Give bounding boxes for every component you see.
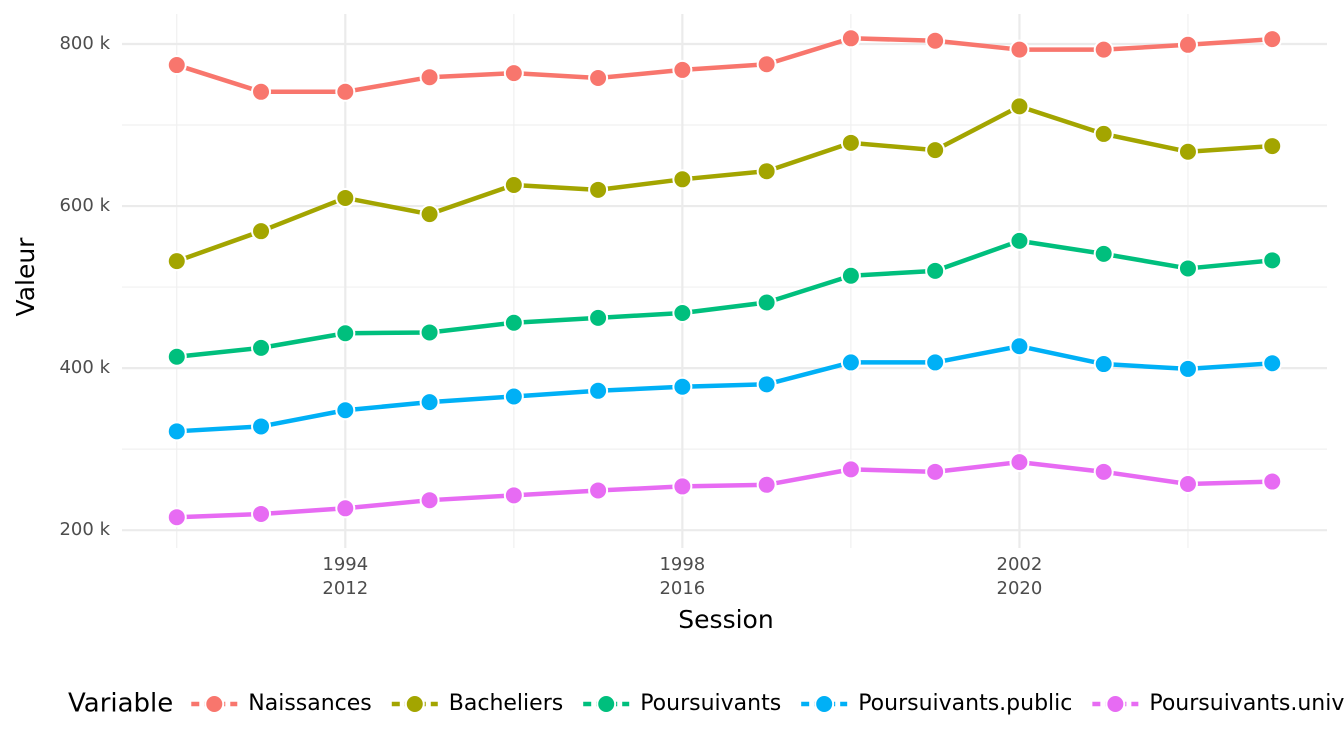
data-point — [756, 161, 777, 182]
legend-title: Variable — [68, 689, 173, 719]
data-point — [1262, 136, 1283, 157]
legend-key-point — [814, 694, 835, 714]
data-point — [166, 55, 187, 76]
data-point — [503, 174, 524, 195]
data-point — [840, 132, 861, 153]
legend-label: Poursuivants.universite — [1149, 691, 1344, 716]
data-point — [1009, 336, 1030, 357]
data-point — [672, 476, 693, 497]
legend-key-point — [596, 694, 617, 714]
data-point — [1177, 141, 1198, 162]
data-point — [419, 322, 440, 343]
data-point — [1177, 34, 1198, 55]
data-point — [1009, 452, 1030, 473]
data-point — [1009, 39, 1030, 60]
y-axis-title: Valeur — [11, 237, 40, 317]
data-point — [672, 303, 693, 324]
data-point — [1177, 258, 1198, 279]
data-point — [1093, 123, 1114, 144]
data-point — [756, 374, 777, 395]
data-point — [503, 63, 524, 84]
data-point — [925, 352, 946, 373]
series-line — [176, 343, 1273, 434]
data-point — [419, 392, 440, 413]
data-point — [925, 140, 946, 161]
data-point — [1009, 96, 1030, 117]
data-point — [251, 221, 272, 242]
data-point — [1262, 353, 1283, 374]
y-tick-label: 200 k — [59, 519, 110, 540]
grid — [122, 14, 1327, 548]
x-tick-label: 2002 2020 — [996, 554, 1043, 599]
data-point — [251, 337, 272, 358]
data-point — [588, 68, 609, 89]
series-line — [176, 36, 1273, 95]
data-point — [840, 459, 861, 480]
data-point — [166, 507, 187, 528]
data-point — [251, 416, 272, 437]
series-line — [176, 238, 1273, 360]
data-point — [1093, 354, 1114, 375]
data-point — [756, 474, 777, 495]
data-point — [1177, 473, 1198, 494]
data-point — [335, 81, 356, 102]
y-tick-label: 400 k — [59, 357, 110, 378]
data-point — [672, 376, 693, 397]
data-point — [335, 187, 356, 208]
data-point — [672, 169, 693, 190]
x-tick-label: 1998 2016 — [659, 554, 706, 599]
y-tick-label: 800 k — [59, 33, 110, 54]
data-point — [1093, 39, 1114, 60]
y-tick-label: 600 k — [59, 195, 110, 216]
data-point — [335, 323, 356, 344]
data-point — [925, 30, 946, 51]
data-point — [1262, 250, 1283, 271]
x-tick-label: 1994 2012 — [322, 554, 369, 599]
data-point — [925, 461, 946, 482]
series-line — [176, 459, 1273, 520]
data-point — [925, 260, 946, 281]
data-point — [840, 265, 861, 286]
data-point — [419, 67, 440, 88]
data-point — [166, 251, 187, 272]
data-point — [1093, 243, 1114, 264]
data-point — [1262, 471, 1283, 492]
data-point — [588, 480, 609, 501]
data-point — [1093, 461, 1114, 482]
data-point — [756, 292, 777, 313]
data-point — [588, 380, 609, 401]
data-point — [419, 204, 440, 225]
data-point — [503, 386, 524, 407]
data-point — [588, 179, 609, 200]
data-point — [840, 352, 861, 373]
data-point — [166, 421, 187, 442]
data-point — [1177, 358, 1198, 379]
legend-key-point — [404, 694, 425, 714]
legend-key-point — [204, 694, 225, 714]
data-point — [756, 54, 777, 75]
data-point — [1009, 230, 1030, 251]
legend-label: Poursuivants — [640, 691, 781, 716]
data-point — [588, 307, 609, 328]
legend-label: Poursuivants.public — [858, 691, 1072, 716]
data-point — [1262, 29, 1283, 50]
data-point — [335, 400, 356, 421]
data-point — [672, 59, 693, 80]
data-point — [503, 485, 524, 506]
data-point — [419, 490, 440, 511]
data-point — [166, 346, 187, 367]
data-point — [251, 81, 272, 102]
series-line — [176, 104, 1273, 264]
legend-key-point — [1105, 694, 1126, 714]
legend-label: Naissances — [248, 691, 372, 716]
data-point — [251, 503, 272, 524]
data-point — [503, 312, 524, 333]
data-point — [335, 498, 356, 519]
x-axis-title: Session — [678, 605, 773, 634]
data-point — [840, 28, 861, 49]
legend-label: Bacheliers — [449, 691, 563, 716]
